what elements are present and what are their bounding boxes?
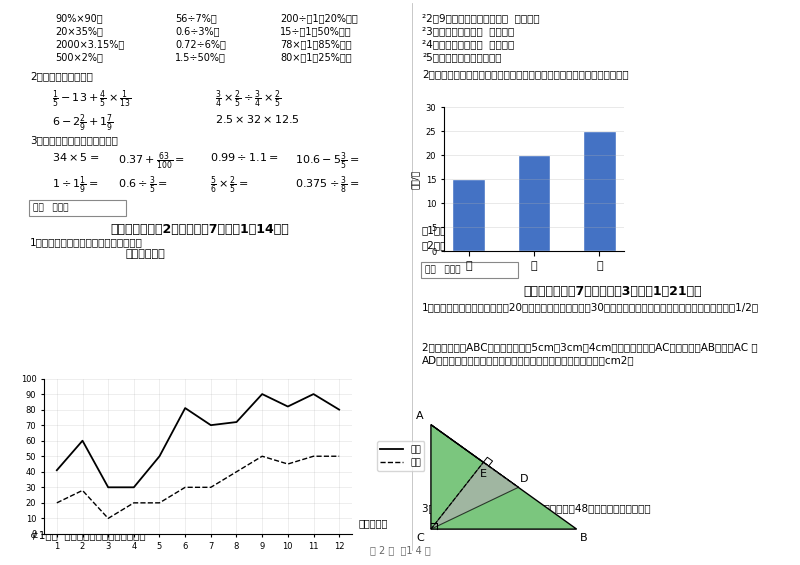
支出 — [206, 484, 216, 490]
Polygon shape — [431, 462, 518, 529]
Text: ²2、9月份收入和支出相差（  ）万元。: ²2、9月份收入和支出相差（ ）万元。 — [422, 13, 540, 23]
Text: $\frac{1}{5} - 13 + \frac{4}{5} \times \frac{1}{13}$: $\frac{1}{5} - 13 + \frac{4}{5} \times \… — [52, 89, 132, 111]
收入 — [283, 403, 293, 410]
Bar — [518, 155, 550, 251]
Text: 2000×3.15%＝: 2000×3.15%＝ — [55, 39, 124, 49]
支出 — [232, 468, 242, 475]
收入 — [309, 391, 318, 398]
Text: C: C — [416, 533, 424, 542]
Bar — [583, 131, 616, 251]
Text: 1.5÷50%＝: 1.5÷50%＝ — [175, 52, 226, 62]
Text: 78×（1－85%）＝: 78×（1－85%）＝ — [280, 39, 352, 49]
Text: $10.6 - 5\frac{3}{5} =$: $10.6 - 5\frac{3}{5} =$ — [295, 151, 359, 172]
Text: 1．请根据下面的统计图回答下列问题。: 1．请根据下面的统计图回答下列问题。 — [30, 237, 143, 247]
Text: ²5、你还获得了哪些信息？: ²5、你还获得了哪些信息？ — [422, 52, 502, 62]
收入 — [78, 437, 87, 444]
Polygon shape — [431, 425, 577, 529]
Text: 80×（1＋25%）＝: 80×（1＋25%）＝ — [280, 52, 352, 62]
Text: 六、应用题（共7小题，每递3分，共1计21分）: 六、应用题（共7小题，每递3分，共1计21分） — [524, 285, 702, 298]
Text: 得分   评卷人: 得分 评卷人 — [33, 203, 69, 212]
Text: $0.37 + \frac{63}{100} =$: $0.37 + \frac{63}{100} =$ — [118, 151, 185, 172]
Text: ²4、平均每月支出（  ）万元。: ²4、平均每月支出（ ）万元。 — [422, 39, 514, 49]
Text: 0.72÷6%＝: 0.72÷6%＝ — [175, 39, 226, 49]
Text: $2.5 \times 32 \times 12.5$: $2.5 \times 32 \times 12.5$ — [215, 113, 300, 125]
Text: $0.99 \div 1.1 =$: $0.99 \div 1.1 =$ — [210, 151, 278, 163]
支出 — [129, 499, 138, 506]
Text: D: D — [520, 474, 529, 484]
收入 — [232, 419, 242, 425]
Line: 支出: 支出 — [57, 457, 339, 519]
支出 — [180, 484, 190, 490]
Text: AD重合，如下图，则图中阴影部分（未重叠部分）的面积是多少cm2？: AD重合，如下图，则图中阴影部分（未重叠部分）的面积是多少cm2？ — [422, 355, 634, 365]
支出 — [258, 453, 267, 460]
Text: 月份（月）: 月份（月） — [358, 518, 388, 528]
FancyBboxPatch shape — [29, 200, 126, 216]
Text: $1 \div 1\frac{1}{9} =$: $1 \div 1\frac{1}{9} =$ — [52, 175, 98, 197]
Text: E: E — [480, 470, 487, 479]
收入 — [334, 406, 344, 413]
收入 — [180, 405, 190, 411]
收入 — [52, 467, 62, 473]
Text: 15÷（1＋50%）＝: 15÷（1＋50%）＝ — [280, 26, 352, 36]
Text: （2）先由甲做3天，剩下的工程由丙接着做，还要______天完成。: （2）先由甲做3天，剩下的工程由丙接着做，还要______天完成。 — [422, 240, 623, 251]
Text: B: B — [580, 533, 588, 542]
Text: 第 2 页  共1 4 页: 第 2 页 共1 4 页 — [370, 545, 430, 555]
Text: 500×2%＝: 500×2%＝ — [55, 52, 103, 62]
Y-axis label: 天数/天: 天数/天 — [411, 170, 420, 189]
Polygon shape — [431, 425, 518, 488]
收入 — [154, 453, 164, 460]
支出 — [283, 460, 293, 467]
Text: $0.375 \div \frac{3}{8} =$: $0.375 \div \frac{3}{8} =$ — [295, 175, 359, 197]
Text: 五、综合题（共2小题，每递7分，共1计14分）: 五、综合题（共2小题，每递7分，共1计14分） — [110, 223, 290, 236]
支出 — [309, 453, 318, 460]
Line: 收入: 收入 — [57, 394, 339, 487]
Legend: 收入, 支出: 收入, 支出 — [377, 441, 425, 471]
Text: 全额（万元）: 全额（万元） — [125, 249, 165, 259]
收入 — [103, 484, 113, 490]
Text: 3．直接写出下面各题的得数。: 3．直接写出下面各题的得数。 — [30, 135, 118, 145]
Text: 56÷7%＝: 56÷7%＝ — [175, 13, 217, 23]
Text: 3．“大家乐”超市有苹果 256千克，比梨的两倍多48千克，梨有多少千克？: 3．“大家乐”超市有苹果 256千克，比梨的两倍多48千克，梨有多少千克？ — [422, 503, 650, 513]
Text: 20×35%＝: 20×35%＝ — [55, 26, 103, 36]
Text: （1）甲、乙合作______天可以完成这项工程的75%。: （1）甲、乙合作______天可以完成这项工程的75%。 — [422, 225, 596, 236]
支出 — [78, 487, 87, 494]
Text: 得分   评卷人: 得分 评卷人 — [425, 266, 461, 275]
Text: 1．一项工程，甲队单独做需制20天完成，乙队单独做需制30天完成。甲乙两队合做需要几天完成这项工程的1/2？: 1．一项工程，甲队单独做需制20天完成，乙队单独做需制30天完成。甲乙两队合做需… — [422, 302, 759, 312]
Text: 0.6÷3%＝: 0.6÷3%＝ — [175, 26, 219, 36]
Text: 200÷（1－20%）＝: 200÷（1－20%）＝ — [280, 13, 358, 23]
支出 — [103, 515, 113, 522]
Text: $6 - 2\frac{2}{9} + 1\frac{7}{9}$: $6 - 2\frac{2}{9} + 1\frac{7}{9}$ — [52, 113, 114, 134]
Text: $\frac{5}{6} \times \frac{2}{5} =$: $\frac{5}{6} \times \frac{2}{5} =$ — [210, 175, 249, 197]
Bar — [452, 179, 485, 251]
Text: A: A — [416, 411, 424, 421]
Text: 2．能简算的要简算。: 2．能简算的要简算。 — [30, 71, 93, 81]
Text: ⊄1、（  ）月份收入和支出相差最小。: ⊄1、（ ）月份收入和支出相差最小。 — [30, 530, 146, 540]
收入 — [129, 484, 138, 490]
Text: 90%×90＝: 90%×90＝ — [55, 13, 102, 23]
Text: $\frac{3}{4} \times \frac{2}{5} \div \frac{3}{4} \times \frac{2}{5}$: $\frac{3}{4} \times \frac{2}{5} \div \fr… — [215, 89, 282, 111]
Text: 2．直角三角形ABC的三条边分别是5cm，3cm和4cm，将它的直角边AC对折到斜边AB上，使AC 与: 2．直角三角形ABC的三条边分别是5cm，3cm和4cm，将它的直角边AC对折到… — [422, 342, 758, 352]
Text: ²3、全年实际收入（  ）万元。: ²3、全年实际收入（ ）万元。 — [422, 26, 514, 36]
收入 — [258, 391, 267, 398]
收入 — [206, 421, 216, 428]
FancyBboxPatch shape — [421, 262, 518, 278]
Text: 2．如图是甲、乙、丙三人单独完成某项工程所需天数统计图，看图填空：: 2．如图是甲、乙、丙三人单独完成某项工程所需天数统计图，看图填空： — [422, 69, 629, 79]
支出 — [154, 499, 164, 506]
Text: $0.6 \div \frac{3}{5} =$: $0.6 \div \frac{3}{5} =$ — [118, 175, 168, 197]
Text: $34 \times 5 =$: $34 \times 5 =$ — [52, 151, 99, 163]
支出 — [334, 453, 344, 460]
支出 — [52, 499, 62, 506]
